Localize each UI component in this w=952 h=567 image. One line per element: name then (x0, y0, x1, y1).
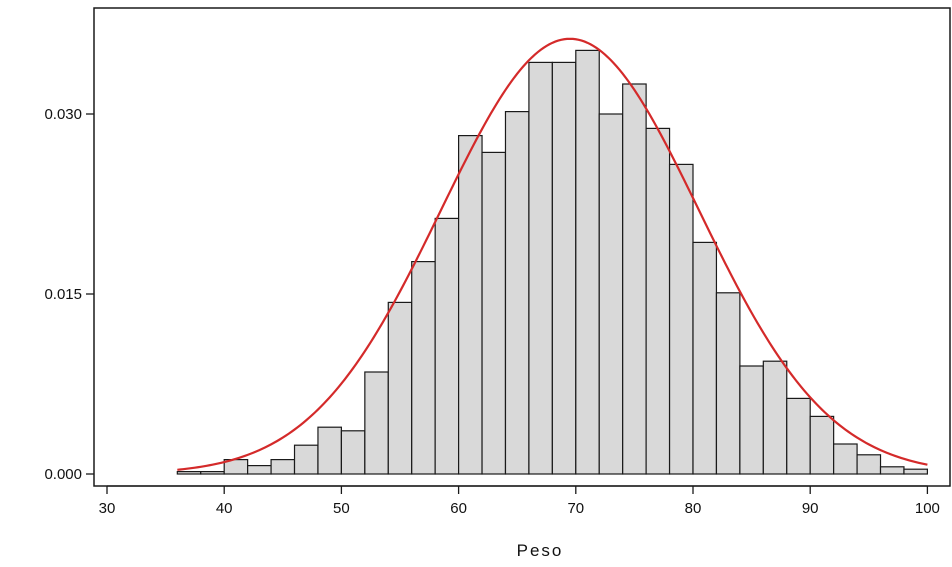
histogram-bar (903, 468, 929, 475)
x-axis: 30 40 50 60 70 80 90 100 (99, 485, 940, 517)
x-tick-label: 70 (567, 500, 584, 517)
x-tick-label: 80 (685, 500, 702, 517)
histogram-bar (598, 113, 624, 475)
histogram-bar (715, 292, 741, 475)
histogram-bar (692, 241, 718, 475)
histogram-bar (668, 163, 694, 475)
x-axis-title: Peso (517, 541, 564, 560)
y-tick-label: 0.015 (44, 286, 82, 303)
histogram-bar (504, 110, 530, 475)
histogram-bar (387, 301, 413, 475)
histogram-bars (176, 49, 929, 475)
histogram-bar (856, 454, 882, 475)
x-tick-label: 100 (915, 500, 940, 517)
histogram-bar (434, 217, 460, 475)
density-curve (177, 37, 928, 471)
histogram-bar (270, 459, 296, 475)
x-tick-label: 90 (802, 500, 819, 517)
histogram-bar (340, 430, 366, 475)
y-tick-label: 0.000 (44, 466, 82, 483)
y-axis: 0.000 0.015 0.030 (44, 106, 94, 483)
histogram-bar (786, 397, 811, 475)
histogram-bar (364, 371, 389, 475)
histogram-bar (458, 135, 483, 475)
histogram-bar (200, 471, 225, 475)
histogram-bar (645, 127, 671, 475)
histogram-bar (317, 426, 342, 475)
histogram-bar (879, 466, 905, 475)
histogram-bar (551, 61, 577, 475)
histogram-bar (481, 151, 507, 475)
x-tick-label: 60 (450, 500, 467, 517)
x-tick-label: 40 (216, 500, 233, 517)
histogram-bar (575, 49, 600, 475)
density-curve-group (177, 37, 928, 471)
histogram-bar (176, 471, 202, 475)
histogram-bar (762, 360, 788, 475)
histogram-bar (739, 365, 764, 475)
histogram-bar (809, 415, 835, 475)
x-tick-label: 30 (99, 500, 116, 517)
histogram-bar (293, 444, 319, 475)
histogram-bar (528, 61, 553, 475)
x-tick-label: 50 (333, 500, 350, 517)
histogram-bar (833, 443, 858, 475)
histogram-bar (411, 261, 436, 475)
histogram-bar (622, 83, 647, 475)
histogram-bar (247, 465, 272, 475)
y-tick-label: 0.030 (44, 106, 82, 123)
